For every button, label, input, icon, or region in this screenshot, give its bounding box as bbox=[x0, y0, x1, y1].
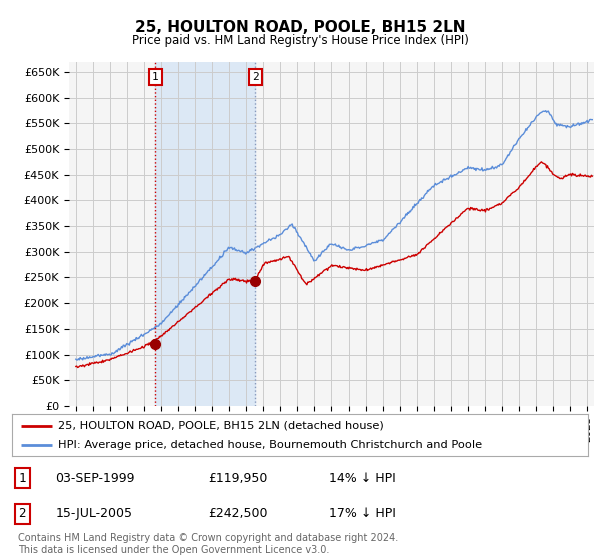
Text: 2: 2 bbox=[19, 507, 26, 520]
Text: 1: 1 bbox=[152, 72, 159, 82]
Text: 2: 2 bbox=[252, 72, 259, 82]
Text: £119,950: £119,950 bbox=[208, 472, 267, 484]
Text: Contains HM Land Registry data © Crown copyright and database right 2024.
This d: Contains HM Land Registry data © Crown c… bbox=[18, 533, 398, 555]
Text: 03-SEP-1999: 03-SEP-1999 bbox=[55, 472, 134, 484]
Text: 25, HOULTON ROAD, POOLE, BH15 2LN (detached house): 25, HOULTON ROAD, POOLE, BH15 2LN (detac… bbox=[58, 421, 384, 431]
Text: HPI: Average price, detached house, Bournemouth Christchurch and Poole: HPI: Average price, detached house, Bour… bbox=[58, 440, 482, 450]
Text: 14% ↓ HPI: 14% ↓ HPI bbox=[329, 472, 395, 484]
Text: £242,500: £242,500 bbox=[208, 507, 268, 520]
Text: 1: 1 bbox=[19, 472, 26, 484]
Text: 15-JUL-2005: 15-JUL-2005 bbox=[55, 507, 132, 520]
Text: Price paid vs. HM Land Registry's House Price Index (HPI): Price paid vs. HM Land Registry's House … bbox=[131, 34, 469, 46]
Bar bbox=[155, 62, 256, 406]
Text: 17% ↓ HPI: 17% ↓ HPI bbox=[329, 507, 395, 520]
Text: 25, HOULTON ROAD, POOLE, BH15 2LN: 25, HOULTON ROAD, POOLE, BH15 2LN bbox=[135, 20, 465, 35]
